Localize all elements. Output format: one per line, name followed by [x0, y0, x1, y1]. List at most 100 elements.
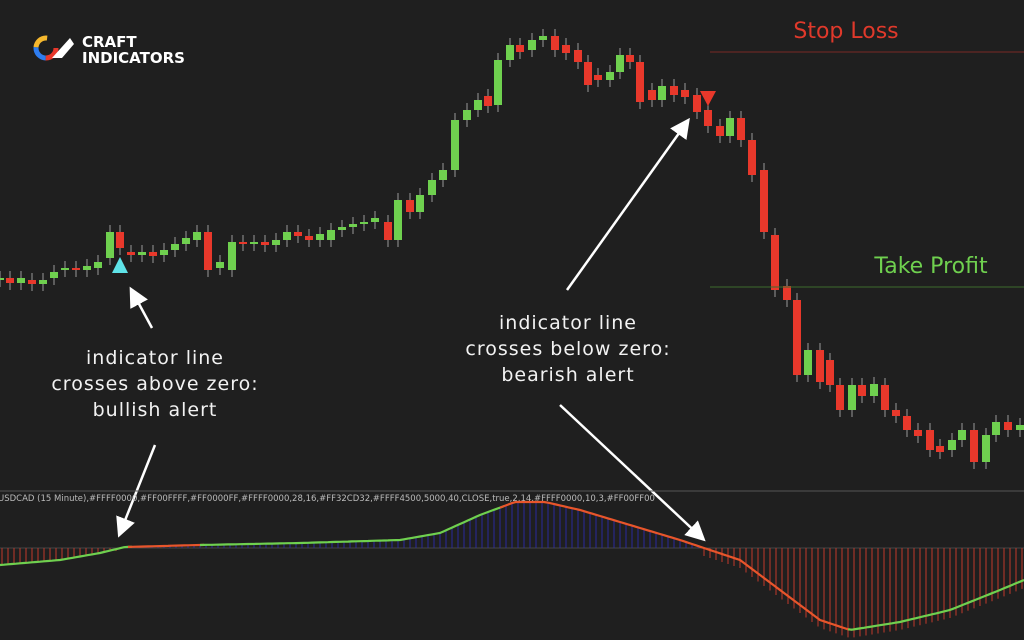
- candle-body: [658, 86, 666, 100]
- logo-text: CRAFT: [82, 33, 137, 51]
- candle-body: [305, 236, 313, 240]
- indicator-segment: [0, 545, 133, 567]
- candle-body: [726, 118, 734, 136]
- candle-body: [858, 385, 866, 396]
- candle-body: [83, 266, 91, 270]
- candle-body: [816, 350, 824, 382]
- candle-body: [551, 36, 559, 50]
- candle-body: [283, 232, 291, 240]
- candle-body: [94, 262, 102, 268]
- candle-body: [574, 50, 582, 62]
- candle-body: [748, 140, 756, 175]
- candle-body: [848, 385, 856, 410]
- candles: [0, 29, 1024, 469]
- candle-body: [970, 430, 978, 462]
- candle-body: [562, 45, 570, 53]
- candle-body: [594, 75, 602, 80]
- indicator-segment: [199, 505, 505, 547]
- take-profit-label: Take Profit: [873, 254, 988, 279]
- candle-body: [294, 232, 302, 236]
- candle-body: [182, 238, 190, 244]
- candle-body: [160, 250, 168, 255]
- indicator-line: [0, 500, 1024, 631]
- candle-body: [127, 252, 135, 255]
- logo: CRAFT INDICATORS: [33, 33, 185, 67]
- candle-body: [463, 110, 471, 120]
- indicator-label: USDCAD (15 Minute),#FFFF0000,#FF00FFFF,#…: [0, 494, 655, 504]
- candle-body: [606, 72, 614, 80]
- candle-body: [239, 242, 247, 244]
- candle-body: [428, 180, 436, 195]
- candle-body: [384, 222, 392, 240]
- candle-body: [528, 40, 536, 50]
- sell-signal: [700, 91, 716, 106]
- candle-body: [316, 234, 324, 240]
- candle-body: [506, 45, 514, 60]
- candle-body: [204, 232, 212, 270]
- buy-signal: [112, 257, 128, 273]
- candle-body: [416, 195, 424, 212]
- candle-body: [0, 278, 4, 280]
- candle-body: [626, 55, 634, 62]
- annotation-text: indicator line: [499, 312, 637, 334]
- candle-body: [737, 118, 745, 140]
- candle-body: [149, 252, 157, 256]
- candle-body: [50, 272, 58, 278]
- candle-body: [193, 232, 201, 240]
- candle-body: [670, 86, 678, 95]
- candle-body: [349, 224, 357, 227]
- candle-body: [948, 440, 956, 450]
- candle-body: [704, 110, 712, 126]
- arrows: [116, 117, 706, 542]
- candle-body: [272, 240, 280, 245]
- candle-body: [648, 90, 656, 100]
- candle-body: [39, 280, 47, 284]
- candle-body: [171, 244, 179, 250]
- candle-body: [406, 200, 414, 212]
- candle-body: [982, 435, 990, 462]
- indicator-segment: [127, 543, 205, 548]
- candle-body: [760, 170, 768, 232]
- candle-body: [936, 446, 944, 452]
- candle-body: [716, 126, 724, 136]
- candle-body: [138, 252, 146, 255]
- candle-body: [28, 280, 36, 284]
- candle-body: [881, 385, 889, 410]
- candle-body: [72, 268, 80, 270]
- candle-body: [106, 232, 114, 258]
- logo-text: INDICATORS: [82, 49, 185, 67]
- candle-body: [261, 242, 269, 245]
- candle-body: [61, 268, 69, 270]
- annotation-text: bullish alert: [93, 399, 218, 421]
- candle-body: [216, 262, 224, 268]
- candle-body: [474, 100, 482, 110]
- candle-body: [1016, 425, 1024, 430]
- candle-body: [914, 430, 922, 436]
- candle-body: [793, 300, 801, 375]
- annotation-text: indicator line: [86, 347, 224, 369]
- indicator-segment: [499, 500, 853, 631]
- candle-body: [451, 120, 459, 170]
- annotation-text: bearish alert: [501, 364, 634, 386]
- candle-body: [6, 278, 14, 283]
- candle-body: [228, 242, 236, 270]
- candle-body: [826, 360, 834, 385]
- candle-body: [992, 422, 1000, 435]
- annotation-text: crosses below zero:: [465, 338, 670, 360]
- candle-body: [836, 385, 844, 410]
- candle-body: [870, 384, 878, 396]
- candle-body: [616, 55, 624, 72]
- candle-body: [892, 410, 900, 416]
- annotation-text: crosses above zero:: [51, 373, 258, 395]
- candle-body: [958, 430, 966, 440]
- candle-body: [903, 416, 911, 430]
- candle-body: [636, 62, 644, 102]
- indicator-segment: [847, 578, 1024, 631]
- candle-body: [360, 222, 368, 224]
- candle-body: [116, 232, 124, 248]
- candle-body: [484, 96, 492, 106]
- candle-body: [804, 350, 812, 375]
- candle-body: [926, 430, 934, 450]
- candle-body: [1004, 422, 1012, 430]
